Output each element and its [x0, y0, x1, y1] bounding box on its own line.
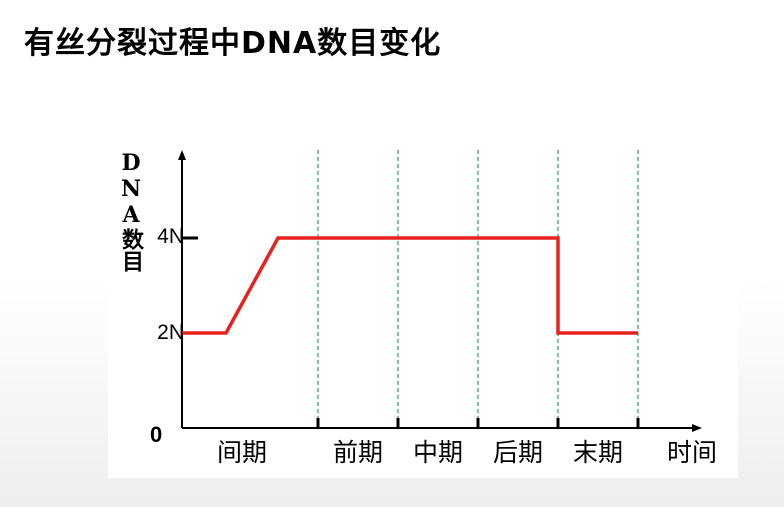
x-axis-label: 时间 — [667, 438, 718, 467]
slide-title: 有丝分裂过程中DNA数目变化 — [24, 26, 442, 61]
phase-label-metaphase: 中期 — [412, 438, 464, 467]
dna-content-chart — [178, 150, 702, 432]
phase-label-telophase: 末期 — [572, 438, 624, 467]
y-axis-label: DNA数目 — [118, 150, 144, 272]
phase-label-interphase: 间期 — [216, 438, 268, 467]
y-axis-arrow — [178, 150, 186, 160]
y-tick-label-4n: 4N — [157, 225, 184, 248]
phase-label-anaphase: 后期 — [492, 438, 544, 467]
origin-label: 0 — [150, 422, 163, 447]
dna-content-line — [182, 236, 638, 335]
phase-label-prophase: 前期 — [332, 438, 384, 467]
x-axis-arrow — [692, 424, 702, 432]
y-tick-label-2n: 2N — [157, 321, 184, 344]
chart-panel — [108, 146, 738, 478]
